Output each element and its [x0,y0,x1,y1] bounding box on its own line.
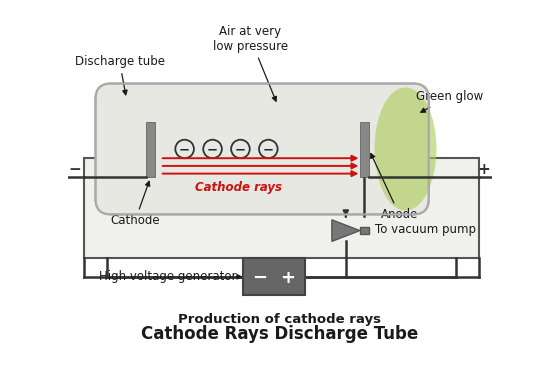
Text: Green glow: Green glow [416,90,483,112]
Text: Cathode Rays Discharge Tube: Cathode Rays Discharge Tube [141,325,418,343]
Text: To vacuum pump: To vacuum pump [375,223,476,236]
Bar [243,258,305,295]
Text: −: − [253,268,267,287]
Text: Production of cathode rays: Production of cathode rays [178,313,381,326]
Text: −: − [263,143,274,156]
Text: High voltage generator: High voltage generator [99,270,242,283]
Circle shape [259,140,278,158]
Text: +: + [280,268,295,287]
Text: +: + [478,162,490,177]
Bar [84,158,479,258]
Polygon shape [332,220,360,241]
Circle shape [231,140,250,158]
Bar [360,227,369,234]
Text: Air at very
low pressure: Air at very low pressure [213,25,288,101]
Text: Cathode: Cathode [110,182,160,227]
Bar [146,122,155,177]
Ellipse shape [375,87,437,211]
Text: −: − [68,162,81,177]
Text: −: − [235,143,246,156]
Text: Anode: Anode [371,154,418,221]
Circle shape [176,140,194,158]
Text: −: − [207,143,218,156]
Text: Discharge tube: Discharge tube [74,55,165,95]
Text: Cathode rays: Cathode rays [195,181,282,194]
FancyBboxPatch shape [96,83,429,215]
Text: −: − [179,143,190,156]
Bar [360,122,369,177]
Circle shape [203,140,222,158]
